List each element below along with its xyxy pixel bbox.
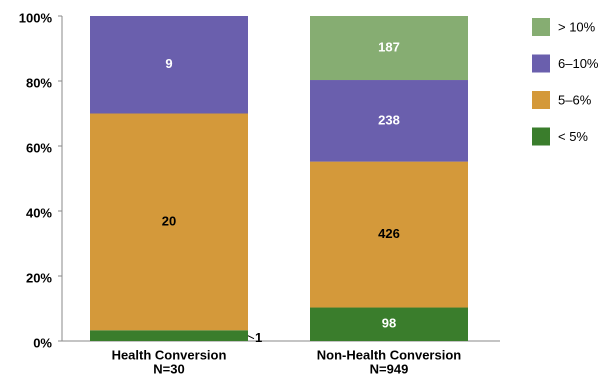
y-tick-label: 60%	[26, 140, 52, 155]
legend-label: > 10%	[558, 19, 596, 34]
data-label: 1	[255, 330, 262, 345]
bar-segment	[90, 16, 248, 114]
legend-label: < 5%	[558, 129, 588, 144]
x-tick-label: Health Conversion	[112, 347, 227, 362]
data-label: 9	[165, 56, 172, 71]
data-label: 20	[162, 213, 176, 228]
legend-swatch	[532, 54, 550, 73]
data-label: 187	[378, 39, 400, 54]
legend-label: 5–6%	[558, 92, 592, 107]
y-tick-label: 0%	[33, 335, 52, 350]
data-label: 426	[378, 226, 400, 241]
y-tick-label: 40%	[26, 205, 52, 220]
bar-segment	[90, 330, 248, 341]
y-tick-label: 80%	[26, 75, 52, 90]
data-label: 238	[378, 112, 400, 127]
legend-swatch	[532, 91, 550, 109]
legend-swatch	[532, 127, 550, 146]
bar-segment	[310, 16, 468, 81]
bar-segment	[310, 80, 468, 162]
y-tick-label: 20%	[26, 270, 52, 285]
bar-segment	[310, 161, 468, 308]
x-tick-label: Non-Health Conversion	[317, 347, 462, 362]
label-leader	[247, 335, 255, 340]
bar-segment	[310, 307, 468, 341]
y-tick-label: 100%	[19, 10, 53, 25]
x-tick-label: N=949	[370, 361, 409, 376]
bar-segment	[90, 113, 248, 331]
legend-label: 6–10%	[558, 56, 599, 71]
data-label: 98	[382, 316, 396, 331]
legend-swatch	[532, 18, 550, 36]
x-tick-label: N=30	[153, 361, 184, 376]
